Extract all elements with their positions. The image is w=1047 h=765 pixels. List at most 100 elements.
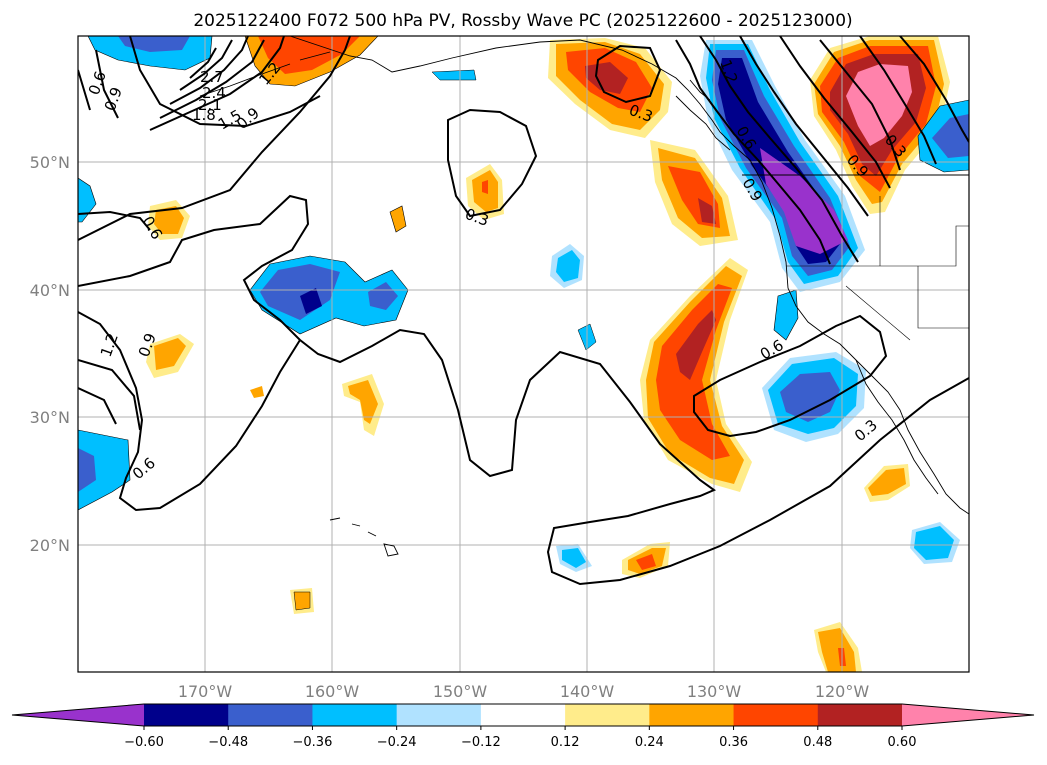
colorbar-swatch bbox=[144, 704, 229, 726]
lon-label-120w: 120°W bbox=[815, 682, 870, 701]
colorbar-swatch bbox=[312, 704, 398, 726]
lon-label-160w: 160°W bbox=[305, 682, 360, 701]
contour-label: 2.4 bbox=[202, 84, 226, 102]
contour-0.3-main bbox=[78, 36, 969, 586]
contour-0.9-west bbox=[78, 359, 141, 431]
contour-nw-rings-5 bbox=[189, 47, 217, 79]
colorbar-swatch bbox=[396, 704, 482, 726]
colorbar-swatch bbox=[565, 704, 650, 726]
contour-ne-7 bbox=[899, 36, 969, 143]
rossby-wave-contours bbox=[78, 36, 969, 586]
pos-anomaly-small-4-core bbox=[293, 591, 311, 611]
colorbar-extend-high bbox=[902, 704, 1034, 726]
neg-anomaly-gulf-strip bbox=[431, 69, 477, 81]
lon-label-150w: 150°W bbox=[433, 682, 488, 701]
border-states bbox=[786, 196, 969, 341]
map-background bbox=[78, 36, 969, 672]
contour-gulf-loop bbox=[594, 44, 662, 104]
latitude-labels: 50°N 40°N 30°N 20°N bbox=[30, 153, 70, 555]
contour-label: 2.7 bbox=[200, 68, 224, 86]
contour-1.2-west bbox=[78, 387, 117, 425]
pos-anomaly-small-2-core bbox=[154, 338, 186, 370]
contour-nw-rings-2 bbox=[159, 39, 265, 119]
colorbar-tick-label: −0.12 bbox=[461, 735, 501, 750]
lat-label-30n: 30°N bbox=[30, 408, 70, 427]
pos-anomaly-central-2 bbox=[389, 205, 407, 233]
colorbar-tick-label: 0.60 bbox=[888, 735, 917, 750]
pos-anomaly-central-1-core bbox=[348, 380, 378, 424]
coastline-aleutians bbox=[199, 51, 331, 97]
contour-ne-4 bbox=[779, 36, 891, 189]
lon-label-170w: 170°W bbox=[178, 682, 233, 701]
contour-0.3-central-loop bbox=[447, 108, 538, 218]
pos-anomaly-se-1-core bbox=[868, 468, 906, 496]
contour-ne-2 bbox=[699, 36, 859, 263]
neg-anomaly-central-core bbox=[300, 288, 322, 314]
contour-nw-rings-3 bbox=[169, 36, 249, 105]
contour-ne-3 bbox=[739, 36, 869, 217]
contour-label: 2.1 bbox=[198, 96, 222, 114]
lat-label-40n: 40°N bbox=[30, 281, 70, 300]
longitude-labels: 170°W 160°W 150°W 140°W 130°W 120°W bbox=[178, 682, 870, 701]
neg-anomaly-se-2-core bbox=[914, 526, 954, 560]
contour-ne-1 bbox=[675, 39, 831, 265]
neg-anomaly-left-edge-south-core bbox=[78, 448, 96, 492]
pos-anomaly-small-3 bbox=[250, 386, 264, 398]
neg-anomaly-west-coast-trough-core bbox=[760, 148, 848, 254]
contour-nw-rings-4 bbox=[179, 39, 233, 91]
coastline-alaska-southeast bbox=[289, 36, 751, 161]
neg-anomaly-left-edge-south bbox=[78, 429, 131, 511]
colorbar-swatch bbox=[733, 704, 819, 726]
coastlines bbox=[199, 36, 969, 557]
neg-anomaly-mid-1-core bbox=[556, 250, 580, 282]
contour-label: 1.8 bbox=[192, 106, 216, 124]
neg-anomaly-offshore-baja-core bbox=[780, 372, 840, 422]
colorbar-tick-label: 0.48 bbox=[803, 735, 832, 750]
pv-filled-contours bbox=[78, 36, 969, 672]
contour-nw-rings-6 bbox=[129, 36, 321, 128]
colorbar-swatch bbox=[228, 704, 313, 726]
colorbar-tick-label: 0.36 bbox=[719, 735, 748, 750]
colorbar-tick-label: −0.48 bbox=[208, 735, 248, 750]
neg-anomaly-central-east-core bbox=[368, 282, 398, 310]
pos-anomaly-central-3-max bbox=[482, 180, 488, 194]
neg-anomaly-west-coast-tail bbox=[773, 289, 799, 341]
neg-anomaly-top-left-core bbox=[118, 36, 190, 52]
contour-0.6-nw bbox=[78, 210, 151, 231]
colorbar-swatch bbox=[480, 704, 566, 726]
gridlines bbox=[78, 36, 969, 672]
colorbar: −0.60 −0.48 −0.36 −0.24 −0.12 0.12 0.24 0.36 0.4… bbox=[11, 703, 1035, 750]
map-frame bbox=[77, 35, 970, 673]
contour-0.6-west bbox=[78, 311, 301, 512]
pos-anomaly-ne-ridge-peak bbox=[846, 64, 912, 146]
coastline-baja bbox=[855, 359, 939, 495]
contour-se-loop bbox=[693, 314, 888, 438]
pos-anomaly-offshore-pnw-max bbox=[698, 198, 716, 224]
figure-title: 2025122400 F072 500 hPa PV, Rossby Wave … bbox=[193, 11, 852, 31]
colorbar-swatch bbox=[649, 704, 735, 726]
lon-label-140w: 140°W bbox=[560, 682, 615, 701]
contour-nw-edge bbox=[78, 49, 119, 119]
contour-ne-6 bbox=[859, 36, 937, 165]
neg-anomaly-south-1-core bbox=[562, 548, 586, 568]
pos-anomaly-bottom-right-core bbox=[818, 628, 856, 672]
pos-anomaly-south-2-max bbox=[636, 554, 656, 570]
colorbar-tick-label: −0.36 bbox=[293, 735, 333, 750]
colorbar-swatch bbox=[817, 704, 903, 726]
pos-anomaly-subtropical-filament-max bbox=[676, 310, 716, 380]
pos-anomaly-small-1-core bbox=[154, 206, 184, 234]
colorbar-tick-label: 0.12 bbox=[551, 735, 580, 750]
colorbar-tick-label: −0.60 bbox=[124, 735, 164, 750]
lat-label-50n: 50°N bbox=[30, 153, 70, 172]
colorbar-tick-label: 0.24 bbox=[635, 735, 664, 750]
lon-label-130w: 130°W bbox=[687, 682, 742, 701]
colorbar-extend-low bbox=[12, 704, 144, 726]
colorbar-tick-label: −0.24 bbox=[377, 735, 417, 750]
coastline-hawaii bbox=[329, 517, 399, 557]
pos-anomaly-subtropical-filament-core bbox=[656, 284, 732, 460]
lat-label-20n: 20°N bbox=[30, 536, 70, 555]
contour-ne-5 bbox=[819, 39, 901, 171]
coastline-us-west bbox=[749, 159, 969, 515]
pos-anomaly-top-left-core bbox=[258, 36, 360, 74]
